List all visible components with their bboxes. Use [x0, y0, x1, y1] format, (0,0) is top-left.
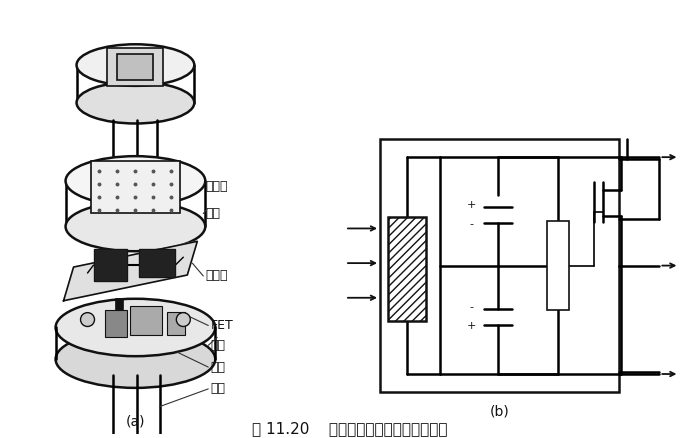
Text: 滤光片: 滤光片 [205, 180, 228, 193]
Ellipse shape [66, 202, 205, 251]
Bar [118, 54, 153, 80]
Polygon shape [94, 249, 127, 281]
Text: +: + [467, 200, 477, 210]
Text: -: - [470, 302, 474, 312]
Ellipse shape [55, 299, 216, 356]
Polygon shape [64, 241, 197, 301]
Text: 图 11.20    热释电人体红外传感器的结构: 图 11.20 热释电人体红外传感器的结构 [252, 421, 448, 436]
Ellipse shape [76, 44, 195, 86]
Text: 敏感元: 敏感元 [205, 269, 228, 283]
Bar [90, 161, 181, 212]
Text: FET: FET [210, 319, 233, 332]
Ellipse shape [176, 313, 190, 326]
Text: (a): (a) [126, 414, 145, 428]
Ellipse shape [55, 330, 216, 388]
Text: 引线: 引线 [210, 382, 225, 396]
Polygon shape [139, 249, 175, 277]
Text: -: - [470, 219, 474, 230]
Bar [167, 311, 186, 336]
Text: 管座: 管座 [210, 339, 225, 352]
Text: 高阻: 高阻 [210, 360, 225, 374]
Text: 管帽: 管帽 [205, 207, 220, 220]
Ellipse shape [66, 156, 205, 206]
Bar [380, 139, 620, 392]
Bar [106, 310, 127, 337]
Bar [130, 306, 162, 336]
Bar [116, 298, 123, 310]
Bar [547, 221, 568, 310]
Text: +: + [467, 321, 477, 332]
Bar [108, 48, 163, 86]
Text: (b): (b) [490, 405, 510, 419]
Ellipse shape [80, 313, 94, 326]
Bar [388, 216, 426, 321]
Ellipse shape [76, 82, 195, 124]
